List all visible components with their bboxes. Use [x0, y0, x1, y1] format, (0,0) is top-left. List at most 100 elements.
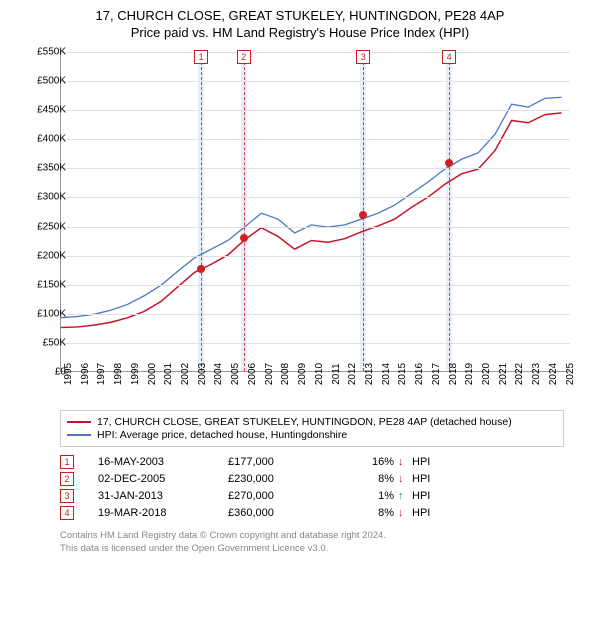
gridline-h	[61, 314, 570, 315]
chart-container: 17, CHURCH CLOSE, GREAT STUKELEY, HUNTIN…	[0, 0, 600, 620]
sale-row-diff: 8%	[338, 507, 398, 519]
sale-row-hpi-label: HPI	[412, 456, 442, 468]
x-axis-label: 2012	[347, 363, 358, 385]
sale-marker-box: 4	[442, 50, 456, 64]
sale-row-price: £270,000	[228, 490, 338, 502]
x-axis-label: 1998	[113, 363, 124, 385]
sale-vline	[244, 52, 245, 371]
legend-row: 17, CHURCH CLOSE, GREAT STUKELEY, HUNTIN…	[67, 416, 557, 428]
x-axis-label: 1997	[96, 363, 107, 385]
sale-row-price: £177,000	[228, 456, 338, 468]
x-axis-label: 2015	[397, 363, 408, 385]
sale-vline	[201, 52, 202, 371]
sale-row-diff: 16%	[338, 456, 398, 468]
x-axis-label: 2021	[498, 363, 509, 385]
y-axis-label: £550K	[37, 47, 66, 58]
line-series-svg	[61, 52, 570, 371]
legend-swatch	[67, 434, 91, 436]
gridline-h	[61, 168, 570, 169]
sale-marker-box: 2	[237, 50, 251, 64]
y-axis-label: £100K	[37, 308, 66, 319]
sale-dot	[240, 234, 248, 242]
x-axis-label: 2007	[264, 363, 275, 385]
sale-dot	[359, 211, 367, 219]
y-axis-label: £300K	[37, 192, 66, 203]
gridline-h	[61, 285, 570, 286]
sale-vline	[449, 52, 450, 371]
x-axis-label: 2024	[548, 363, 559, 385]
x-axis-label: 2020	[481, 363, 492, 385]
sale-marker-box: 1	[194, 50, 208, 64]
sale-row-price: £360,000	[228, 507, 338, 519]
x-axis-label: 2018	[448, 363, 459, 385]
y-axis-label: £350K	[37, 163, 66, 174]
legend-row: HPI: Average price, detached house, Hunt…	[67, 429, 557, 441]
y-axis-label: £150K	[37, 279, 66, 290]
sale-row-marker: 4	[60, 506, 74, 520]
x-axis-label: 2008	[280, 363, 291, 385]
sale-row: 116-MAY-2003£177,00016%↓HPI	[60, 455, 564, 469]
x-axis-label: 2010	[314, 363, 325, 385]
gridline-h	[61, 256, 570, 257]
arrow-icon: ↑	[398, 490, 412, 502]
x-axis-label: 1995	[63, 363, 74, 385]
footer-line1: Contains HM Land Registry data © Crown c…	[60, 530, 588, 543]
gridline-h	[61, 52, 570, 53]
sale-row: 331-JAN-2013£270,0001%↑HPI	[60, 489, 564, 503]
title-address: 17, CHURCH CLOSE, GREAT STUKELEY, HUNTIN…	[12, 8, 588, 23]
footer: Contains HM Land Registry data © Crown c…	[60, 530, 588, 556]
gridline-h	[61, 81, 570, 82]
x-axis-label: 2017	[431, 363, 442, 385]
arrow-icon: ↓	[398, 473, 412, 485]
x-axis-label: 2014	[381, 363, 392, 385]
x-axis-label: 2004	[213, 363, 224, 385]
x-axis-label: 2009	[297, 363, 308, 385]
arrow-icon: ↓	[398, 507, 412, 519]
series-property	[61, 113, 562, 328]
gridline-h	[61, 227, 570, 228]
x-axis-label: 2013	[364, 363, 375, 385]
legend-swatch	[67, 421, 91, 423]
sale-row-hpi-label: HPI	[412, 507, 442, 519]
legend-label: HPI: Average price, detached house, Hunt…	[97, 429, 347, 441]
plot-region: 1 2 3 4	[60, 52, 570, 372]
x-axis-label: 1999	[130, 363, 141, 385]
x-axis-label: 2025	[565, 363, 576, 385]
legend: 17, CHURCH CLOSE, GREAT STUKELEY, HUNTIN…	[60, 410, 564, 447]
gridline-h	[61, 110, 570, 111]
gridline-h	[61, 343, 570, 344]
y-axis-label: £250K	[37, 221, 66, 232]
sale-row-hpi-label: HPI	[412, 490, 442, 502]
sales-table: 116-MAY-2003£177,00016%↓HPI202-DEC-2005£…	[60, 455, 564, 520]
sale-row-marker: 3	[60, 489, 74, 503]
sale-marker-box: 3	[356, 50, 370, 64]
sale-row-price: £230,000	[228, 473, 338, 485]
y-axis-label: £200K	[37, 250, 66, 261]
x-axis-label: 2005	[230, 363, 241, 385]
gridline-h	[61, 197, 570, 198]
sale-row-date: 02-DEC-2005	[98, 473, 228, 485]
chart-area: 1234 £0£50K£100K£150K£200K£250K£300K£350…	[20, 44, 580, 404]
sale-row-diff: 8%	[338, 473, 398, 485]
sale-row-date: 19-MAR-2018	[98, 507, 228, 519]
title-block: 17, CHURCH CLOSE, GREAT STUKELEY, HUNTIN…	[12, 8, 588, 40]
x-axis-label: 2000	[147, 363, 158, 385]
footer-line2: This data is licensed under the Open Gov…	[60, 543, 588, 556]
sale-row-hpi-label: HPI	[412, 473, 442, 485]
sale-row-marker: 1	[60, 455, 74, 469]
sale-row-marker: 2	[60, 472, 74, 486]
sale-row-diff: 1%	[338, 490, 398, 502]
x-axis-label: 1996	[80, 363, 91, 385]
y-axis-label: £50K	[43, 337, 66, 348]
legend-label: 17, CHURCH CLOSE, GREAT STUKELEY, HUNTIN…	[97, 416, 512, 428]
x-axis-label: 2003	[197, 363, 208, 385]
sale-dot	[445, 159, 453, 167]
y-axis-label: £400K	[37, 134, 66, 145]
arrow-icon: ↓	[398, 456, 412, 468]
y-axis-label: £500K	[37, 76, 66, 87]
sale-row: 2 02-DEC-2005£230,0008%↓HPI	[60, 472, 564, 486]
title-subtitle: Price paid vs. HM Land Registry's House …	[12, 25, 588, 40]
x-axis-label: 2022	[514, 363, 525, 385]
y-axis-label: £450K	[37, 105, 66, 116]
x-axis-label: 2002	[180, 363, 191, 385]
